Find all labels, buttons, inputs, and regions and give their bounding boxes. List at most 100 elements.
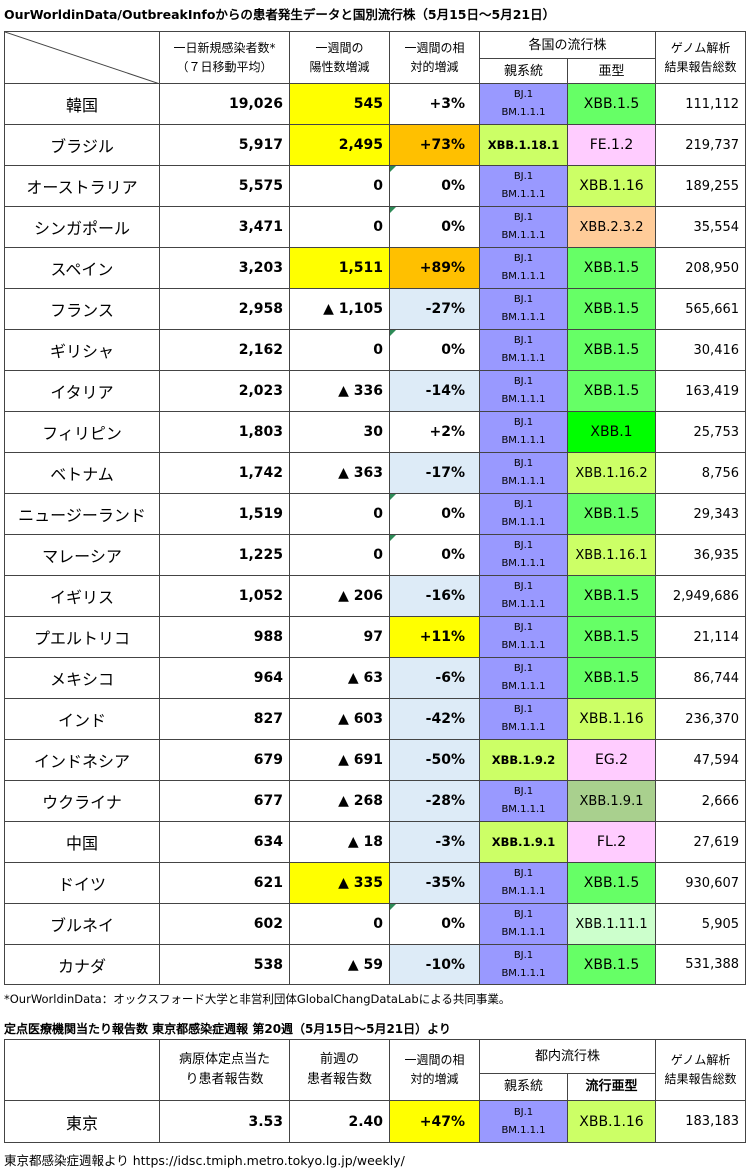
country-name: ベトナム xyxy=(4,452,160,494)
subtype: XBB.1 xyxy=(566,411,657,453)
tokyo-table: 病原体定点当た り患者報告数 前週の 患者報告数 一週間の相 対的増減 都内流行株 ゲ… xyxy=(4,1039,747,1143)
weekly-change: 2,495 xyxy=(289,124,390,166)
genome-total: 2,666 xyxy=(655,780,747,822)
daily-cases: 964 xyxy=(159,657,290,699)
subtype: XBB.1.9.1 xyxy=(566,780,657,822)
tokyo-current: 3.53 xyxy=(159,1100,290,1143)
genome-total: 29,343 xyxy=(655,493,747,535)
subtype: FE.1.2 xyxy=(566,124,657,166)
daily-cases: 988 xyxy=(159,616,290,658)
table-row: フィリピン 1,803 30 +2% BJ.1 BM.1.1.1 XBB.1 25,753 xyxy=(4,411,747,453)
table-row: カナダ 538 ▲ 59 -10% BJ.1 BM.1.1.1 XBB.1.5 531,388 xyxy=(4,944,747,985)
genome-total: 565,661 xyxy=(655,288,747,330)
relative-change: 0% xyxy=(389,493,480,535)
tokyo-prev: 2.40 xyxy=(289,1100,390,1143)
country-name: カナダ xyxy=(4,944,160,985)
weekly-change: 0 xyxy=(289,534,390,576)
parent-lineage: BJ.1 BM.1.1.1 xyxy=(479,493,568,535)
daily-cases: 5,575 xyxy=(159,165,290,207)
weekly-change: ▲ 336 xyxy=(289,370,390,412)
country-name: ブラジル xyxy=(4,124,160,166)
table-row: スペイン 3,203 1,511 +89% BJ.1 BM.1.1.1 XBB.1.5 208… xyxy=(4,247,747,289)
parent-lineage: BJ.1 BM.1.1.1 xyxy=(479,411,568,453)
daily-cases: 538 xyxy=(159,944,290,985)
parent-lineage: BJ.1 BM.1.1.1 xyxy=(479,862,568,904)
genome-total: 236,370 xyxy=(655,698,747,740)
weekly-change: 0 xyxy=(289,903,390,945)
table-row: インドネシア 679 ▲ 691 -50% XBB.1.9.2 EG.2 47,594 xyxy=(4,739,747,781)
subtype: XBB.1.5 xyxy=(566,370,657,412)
subtype: XBB.1.16 xyxy=(566,165,657,207)
subtype: XBB.1.16.1 xyxy=(566,534,657,576)
country-name: フランス xyxy=(4,288,160,330)
relative-change: -35% xyxy=(389,862,480,904)
tokyo-header-prev: 前週の 患者報告数 xyxy=(289,1039,390,1101)
table-row: ベトナム 1,742 ▲ 363 -17% BJ.1 BM.1.1.1 XBB.1.16.2… xyxy=(4,452,747,494)
relative-change: 0% xyxy=(389,165,480,207)
relative-change: -42% xyxy=(389,698,480,740)
relative-change: -16% xyxy=(389,575,480,617)
tokyo-header-current: 病原体定点当た り患者報告数 xyxy=(159,1039,290,1101)
weekly-change: ▲ 206 xyxy=(289,575,390,617)
footnote: *OurWorldinData：オックスフォード大学と非営利団体GlobalCh… xyxy=(4,992,511,1006)
subtype: XBB.1.5 xyxy=(566,83,657,125)
header-strains: 各国の流行株 xyxy=(478,31,657,59)
parent-lineage: BJ.1 BM.1.1.1 xyxy=(479,83,568,125)
daily-cases: 19,026 xyxy=(159,83,290,125)
weekly-change: 30 xyxy=(289,411,390,453)
tokyo-title: 定点医療機関当たり報告数 東京都感染症週報 第20週（5月15日～5月21日）よ… xyxy=(4,1022,451,1036)
daily-cases: 679 xyxy=(159,739,290,781)
relative-change: -17% xyxy=(389,452,480,494)
subtype: XBB.1.5 xyxy=(566,616,657,658)
parent-lineage: XBB.1.18.1 xyxy=(479,124,568,166)
parent-lineage: BJ.1 BM.1.1.1 xyxy=(479,575,568,617)
table-row: ブラジル 5,917 2,495 +73% XBB.1.18.1 FE.1.2 219,73… xyxy=(4,124,747,166)
country-name: 韓国 xyxy=(4,83,160,125)
country-name: インド xyxy=(4,698,160,740)
tokyo-header-parent: 親系統 xyxy=(479,1073,568,1101)
parent-lineage: BJ.1 BM.1.1.1 xyxy=(479,534,568,576)
parent-lineage: BJ.1 BM.1.1.1 xyxy=(479,288,568,330)
daily-cases: 677 xyxy=(159,780,290,822)
country-table: 一日新規感染者数* （７日移動平均） 一週間の 陽性数増減 一週間の相 対的増減 各国… xyxy=(4,31,747,985)
country-name: オーストラリア xyxy=(4,165,160,207)
weekly-change: 545 xyxy=(289,83,390,125)
weekly-change: 0 xyxy=(289,329,390,371)
table-row: インド 827 ▲ 603 -42% BJ.1 BM.1.1.1 XBB.1.16 236,3… xyxy=(4,698,747,740)
subtype: XBB.1.5 xyxy=(566,329,657,371)
country-name: ドイツ xyxy=(4,862,160,904)
country-name: プエルトリコ xyxy=(4,616,160,658)
genome-total: 36,935 xyxy=(655,534,747,576)
weekly-change: 1,511 xyxy=(289,247,390,289)
relative-change: +3% xyxy=(389,83,480,125)
table-row: フランス 2,958 ▲ 1,105 -27% BJ.1 BM.1.1.1 XBB.1.5 5… xyxy=(4,288,747,330)
tokyo-sub: XBB.1.16 xyxy=(566,1100,657,1143)
header-parent: 親系統 xyxy=(479,58,568,84)
daily-cases: 5,917 xyxy=(159,124,290,166)
parent-lineage: BJ.1 BM.1.1.1 xyxy=(479,247,568,289)
genome-total: 111,112 xyxy=(655,83,747,125)
country-name: インドネシア xyxy=(4,739,160,781)
weekly-change: ▲ 363 xyxy=(289,452,390,494)
header-sub: 亜型 xyxy=(566,58,657,84)
table-row: 中国 634 ▲ 18 -3% XBB.1.9.1 FL.2 27,619 xyxy=(4,821,747,863)
relative-change: -50% xyxy=(389,739,480,781)
subtype: XBB.1.5 xyxy=(566,944,657,985)
relative-change: 0% xyxy=(389,206,480,248)
daily-cases: 2,023 xyxy=(159,370,290,412)
subtype: XBB.1.5 xyxy=(566,493,657,535)
relative-change: -14% xyxy=(389,370,480,412)
genome-total: 35,554 xyxy=(655,206,747,248)
subtype: FL.2 xyxy=(566,821,657,863)
genome-total: 189,255 xyxy=(655,165,747,207)
parent-lineage: BJ.1 BM.1.1.1 xyxy=(479,329,568,371)
daily-cases: 1,803 xyxy=(159,411,290,453)
parent-lineage: XBB.1.9.2 xyxy=(479,739,568,781)
relative-change: 0% xyxy=(389,329,480,371)
tokyo-header-strains: 都内流行株 xyxy=(478,1039,657,1074)
parent-lineage: BJ.1 BM.1.1.1 xyxy=(479,780,568,822)
weekly-change: ▲ 63 xyxy=(289,657,390,699)
genome-total: 531,388 xyxy=(655,944,747,985)
table-row: イギリス 1,052 ▲ 206 -16% BJ.1 BM.1.1.1 XBB.1.5 2,9… xyxy=(4,575,747,617)
parent-lineage: BJ.1 BM.1.1.1 xyxy=(479,657,568,699)
